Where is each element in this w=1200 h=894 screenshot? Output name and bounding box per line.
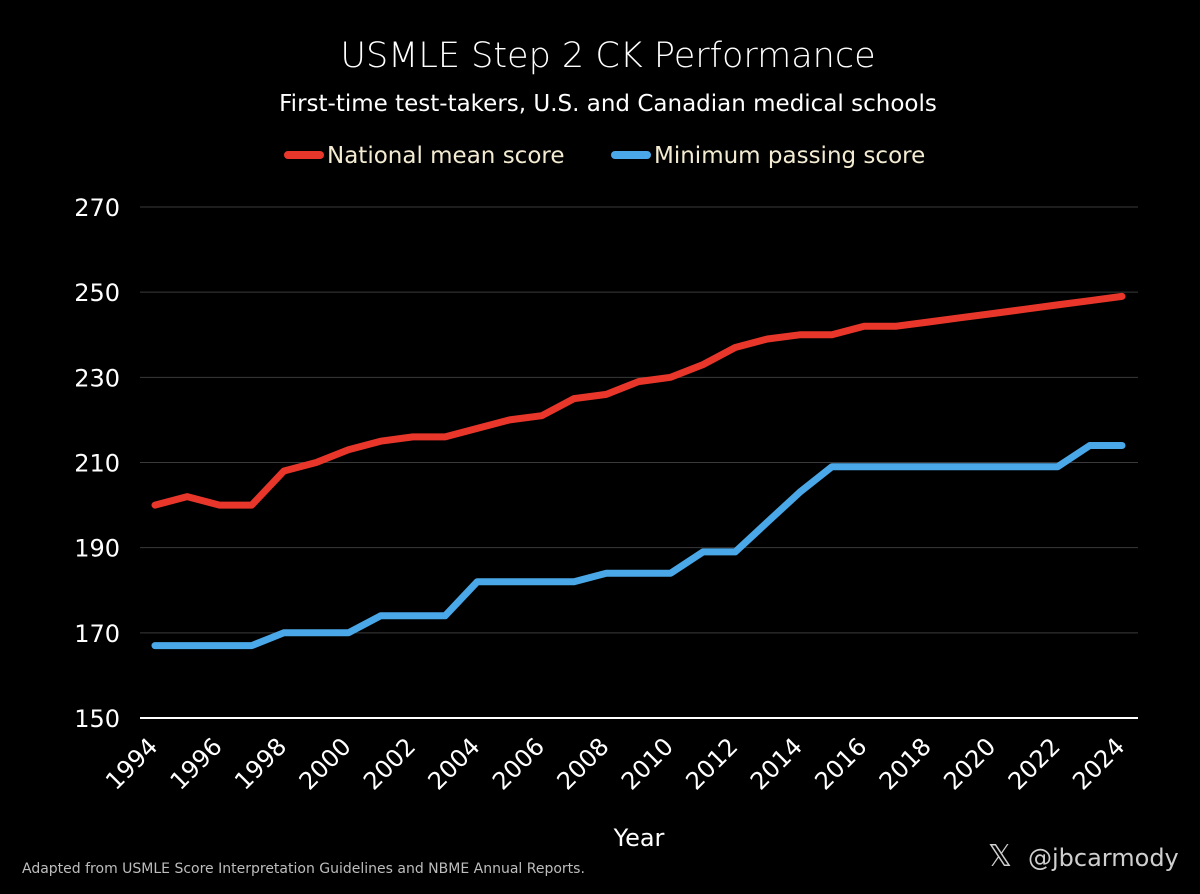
- gridlines: [140, 206, 1138, 719]
- x-tick-label-1998: 1998: [229, 732, 292, 795]
- x-tick-label-1994: 1994: [100, 732, 163, 795]
- x-tick-label-2002: 2002: [358, 732, 421, 795]
- author-handle: @jbcarmody: [1028, 844, 1179, 872]
- legend-label-national-mean: National mean score: [327, 143, 565, 169]
- y-tick-label-170: 170: [74, 620, 120, 648]
- chart-subtitle: First-time test-takers, U.S. and Canadia…: [279, 91, 937, 117]
- legend-label-minimum-passing: Minimum passing score: [654, 143, 925, 169]
- y-tick-label-250: 250: [74, 279, 120, 307]
- x-tick-label-2024: 2024: [1067, 732, 1130, 795]
- x-tick-label-2006: 2006: [487, 732, 550, 795]
- series-lines: [151, 292, 1126, 650]
- y-tick-label-150: 150: [74, 705, 120, 733]
- y-tick-label-190: 190: [74, 535, 120, 563]
- y-tick-label-270: 270: [74, 194, 120, 222]
- y-tick-label-230: 230: [74, 364, 120, 392]
- x-axis-ticks: 1994 1996 1998 2000 2002 2004 2006 2008 2010 2012…: [100, 732, 1130, 795]
- series-line-national-mean: [151, 292, 1126, 509]
- y-axis-ticks: 150 170 190 210 230 250 270: [74, 194, 120, 733]
- y-tick-label-210: 210: [74, 450, 120, 478]
- source-footnote: Adapted from USMLE Score Interpretation …: [22, 861, 585, 877]
- x-tick-label-2000: 2000: [294, 732, 357, 795]
- chart-title: USMLE Step 2 CK Performance: [340, 36, 875, 76]
- x-tick-label-2016: 2016: [809, 732, 872, 795]
- x-logo-icon: 𝕏: [988, 839, 1012, 874]
- x-tick-label-2022: 2022: [1003, 732, 1066, 795]
- x-tick-label-2020: 2020: [938, 732, 1001, 795]
- x-tick-label-2012: 2012: [680, 732, 743, 795]
- x-tick-label-2008: 2008: [552, 732, 615, 795]
- x-tick-label-1996: 1996: [165, 732, 228, 795]
- x-tick-label-2014: 2014: [745, 732, 808, 795]
- x-axis-label: Year: [613, 824, 665, 852]
- x-tick-label-2010: 2010: [616, 732, 679, 795]
- series-line-minimum-passing: [151, 442, 1126, 650]
- x-tick-label-2018: 2018: [874, 732, 937, 795]
- x-tick-label-2004: 2004: [423, 732, 486, 795]
- legend: National mean score Minimum passing scor…: [284, 143, 925, 169]
